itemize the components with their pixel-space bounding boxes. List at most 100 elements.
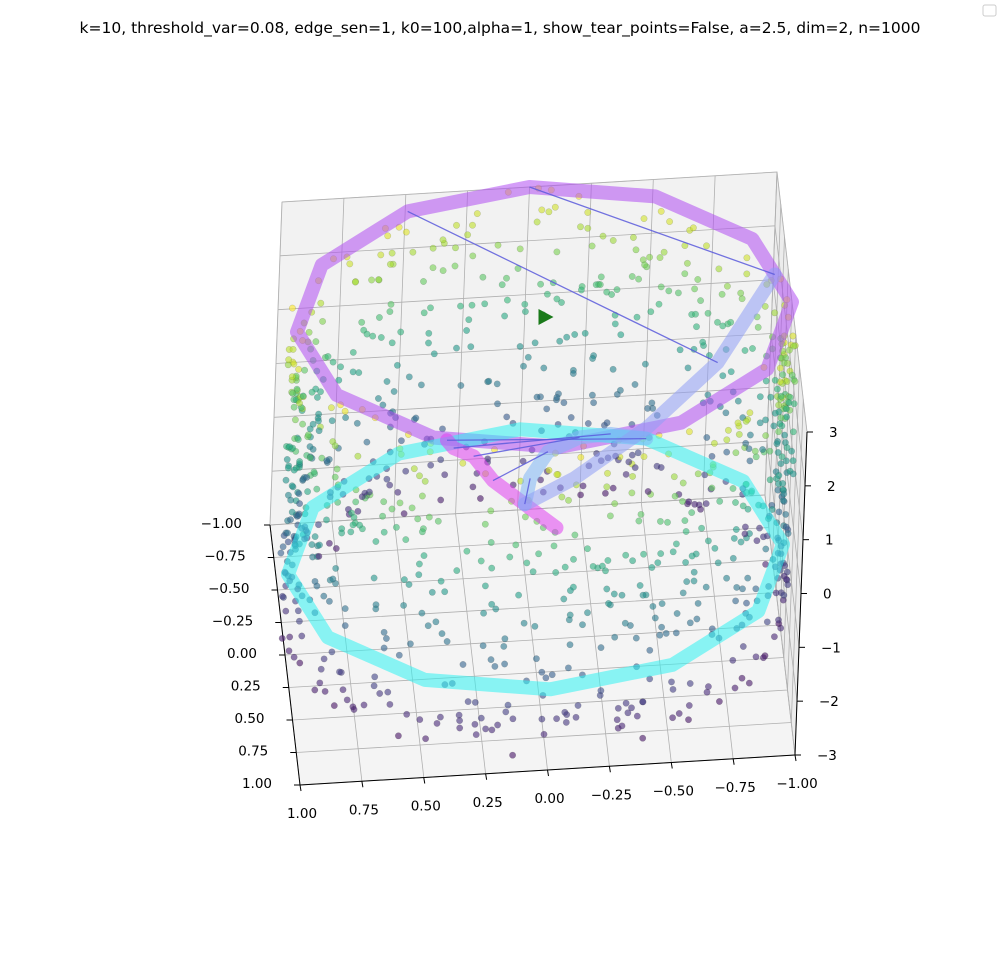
scatter-point <box>781 431 789 439</box>
scatter-point <box>590 399 598 407</box>
scatter-point <box>429 244 437 252</box>
scatter-point <box>494 241 502 249</box>
scatter-point <box>295 617 303 625</box>
scatter-point <box>432 618 440 626</box>
scatter-point <box>315 427 323 435</box>
scatter-point <box>648 399 656 407</box>
scatter-point <box>741 523 749 531</box>
scatter-point <box>684 364 692 372</box>
scatter-point <box>323 457 331 465</box>
scatter-point <box>286 443 294 451</box>
scatter-point <box>571 531 579 539</box>
scatter-point <box>289 345 297 353</box>
scatter-point <box>622 699 630 707</box>
scatter-point <box>532 655 540 663</box>
scatter-point <box>358 493 366 501</box>
y-tick-label: 0.75 <box>238 744 268 760</box>
scatter-point <box>784 530 792 537</box>
scatter-point <box>666 218 674 226</box>
scatter-point <box>416 716 424 724</box>
scatter-point <box>673 610 681 617</box>
scatter-point <box>336 668 343 676</box>
scatter-point <box>502 708 510 716</box>
scatter-point <box>471 720 479 728</box>
scatter-point <box>420 309 428 317</box>
scatter-point <box>665 287 673 295</box>
scatter-point <box>716 497 724 505</box>
scatter-point <box>354 507 362 515</box>
scatter-point <box>410 465 418 473</box>
scatter-point <box>321 687 329 695</box>
scatter-point <box>733 583 741 591</box>
scatter-point <box>349 521 357 529</box>
scatter-point <box>308 388 316 396</box>
scatter-point <box>635 275 643 283</box>
scatter-point <box>577 223 584 231</box>
scatter-point <box>501 660 509 668</box>
scatter-point <box>670 473 678 481</box>
scatter-point <box>708 452 716 460</box>
scatter-point <box>743 254 751 262</box>
scatter-point <box>278 634 286 642</box>
scatter-point <box>628 704 635 712</box>
scatter-point <box>312 338 320 346</box>
scatter-point <box>285 356 293 364</box>
scatter-point <box>288 508 296 516</box>
scatter-point <box>538 206 546 214</box>
scatter-point <box>749 345 756 352</box>
x-tick <box>608 766 611 773</box>
scatter-point <box>551 203 559 211</box>
scatter-point <box>355 369 363 377</box>
scatter-point <box>509 751 517 759</box>
scatter-point <box>654 559 662 567</box>
scatter-point <box>360 701 368 709</box>
scatter-point <box>387 300 395 308</box>
scatter-point <box>298 632 306 640</box>
scatter-point <box>291 416 299 424</box>
scatter-point <box>284 538 292 546</box>
scatter-point <box>577 491 585 499</box>
scatter-point <box>288 482 296 490</box>
scatter-point <box>443 638 451 645</box>
scatter-point <box>379 512 387 520</box>
scatter-point <box>371 673 379 681</box>
scatter-point <box>685 716 692 724</box>
scatter-point <box>477 714 485 722</box>
scatter-point <box>320 592 328 600</box>
scatter-point <box>722 409 730 417</box>
scatter-point <box>657 283 665 291</box>
scatter-point <box>516 343 524 350</box>
scatter-point <box>734 397 742 405</box>
scatter-point <box>714 559 722 567</box>
scatter-point <box>690 568 698 576</box>
scatter-point <box>304 488 312 496</box>
scatter-point <box>492 605 500 613</box>
scatter-point <box>332 564 340 572</box>
scatter-point <box>782 457 790 465</box>
scatter-point <box>613 716 621 724</box>
scatter-point <box>463 327 471 334</box>
scatter-point <box>383 475 391 483</box>
scatter-point <box>343 696 351 704</box>
scatter-point <box>433 719 441 727</box>
scatter-point <box>648 564 656 571</box>
scatter-point <box>516 245 524 253</box>
scatter-point <box>370 574 378 582</box>
scatter-point <box>778 453 786 461</box>
scatter-point <box>290 360 298 368</box>
scatter-point <box>703 242 710 250</box>
scatter-point <box>287 496 295 504</box>
scatter-point <box>386 481 394 489</box>
x-tick-label: 0.75 <box>349 802 379 818</box>
scatter-point <box>697 297 705 305</box>
scatter-point <box>477 557 485 565</box>
scatter-point <box>352 498 360 506</box>
scatter-point <box>778 422 786 430</box>
scatter-point <box>306 454 314 462</box>
scatter-point <box>776 364 784 372</box>
scatter-point <box>390 388 398 395</box>
scatter-point <box>657 207 665 215</box>
scatter-point <box>688 509 696 517</box>
scatter-point <box>640 453 648 461</box>
scatter-point <box>287 516 294 524</box>
